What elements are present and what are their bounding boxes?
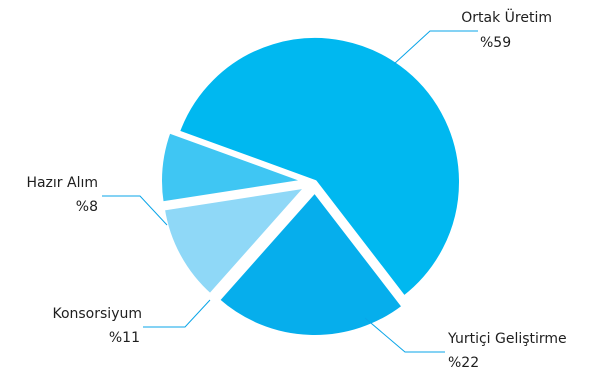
pie-slices xyxy=(158,34,463,339)
pie-slice-konsorsiyum xyxy=(160,184,310,298)
slice-value-ortak-uretim: %59 xyxy=(480,35,511,51)
slice-value-hazir-alim: %8 xyxy=(76,199,98,215)
slice-label-hazir-alim: Hazır Alım xyxy=(26,175,98,191)
slice-value-konsorsiyum: %11 xyxy=(109,330,140,346)
slice-value-yurtici-gelistirme: %22 xyxy=(448,355,479,371)
pie-slice-hazir-alim xyxy=(158,129,309,206)
slice-label-yurtici-gelistirme: Yurtiçi Geliştirme xyxy=(447,331,567,347)
leader-lines xyxy=(102,30,478,353)
pie-slice-ortak-uretim xyxy=(175,34,463,300)
leader-yurtici-gelistirme xyxy=(364,317,445,353)
leader-hazir-alim xyxy=(102,195,168,226)
slice-label-konsorsiyum: Konsorsiyum xyxy=(52,306,142,322)
slice-label-ortak-uretim: Ortak Üretim xyxy=(461,8,552,26)
leader-ortak-uretim xyxy=(393,30,478,65)
leader-konsorsiyum xyxy=(143,299,211,328)
pie-slice-yurtici-gelistirme xyxy=(215,188,406,339)
